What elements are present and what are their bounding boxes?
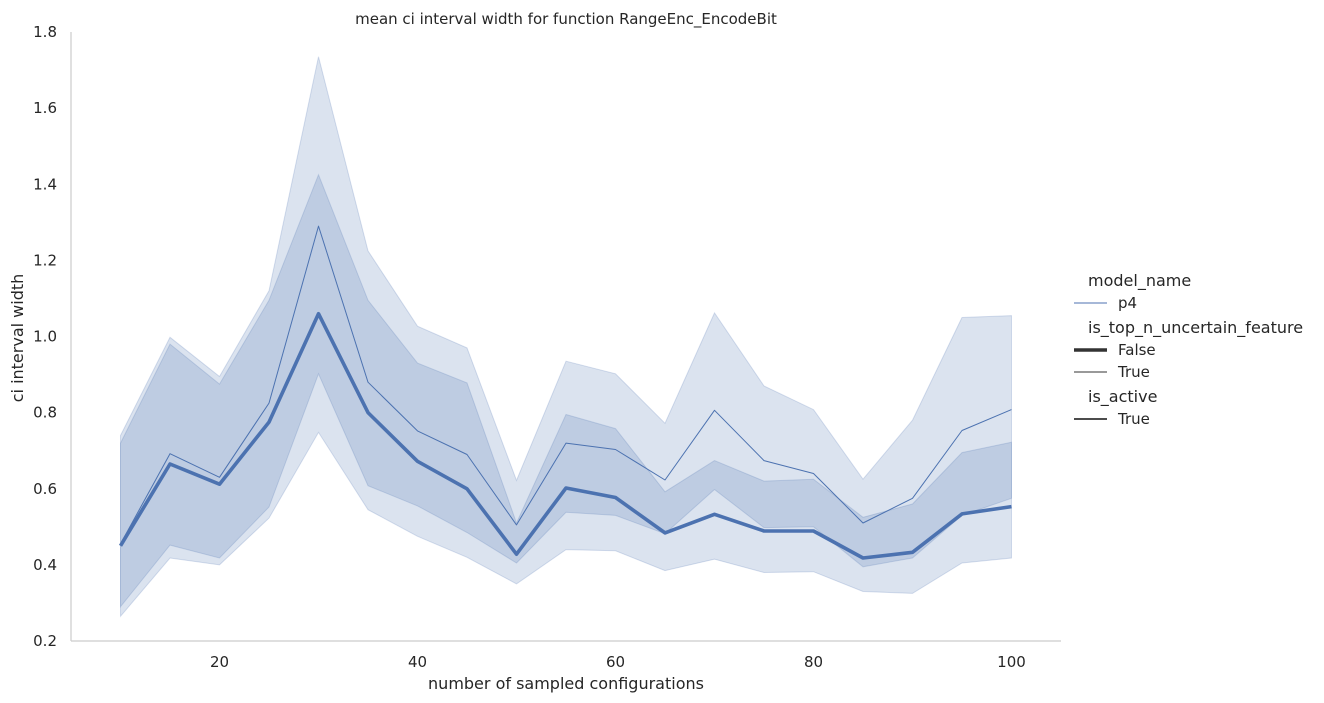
y-tick-label: 1.4 <box>33 175 57 193</box>
y-tick-label: 1.8 <box>33 23 57 41</box>
series-lines <box>118 225 1012 560</box>
series-line-false <box>118 311 1012 560</box>
x-tick-label: 60 <box>606 653 625 671</box>
legend-title: is_top_n_uncertain_feature <box>1088 318 1303 338</box>
legend-entry-label: False <box>1118 341 1156 359</box>
y-tick-label: 1.0 <box>33 328 57 346</box>
legend-entry-label: True <box>1117 363 1150 381</box>
legend-title: is_active <box>1088 387 1157 407</box>
x-tick-label: 20 <box>210 653 229 671</box>
ci-band-true <box>120 56 1012 618</box>
ci-band-false <box>120 173 1012 609</box>
series-line-true <box>120 225 1012 545</box>
y-tick-label: 1.6 <box>33 99 57 117</box>
legend-entry-label: True <box>1117 410 1150 428</box>
y-axis-label: ci interval width <box>8 274 27 403</box>
legend: model_name p4 is_top_n_uncertain_feature Fa… <box>1074 271 1303 428</box>
y-tick-label: 0.4 <box>33 556 57 574</box>
y-tick-label: 0.2 <box>33 632 57 650</box>
y-tick-label: 1.2 <box>33 251 57 269</box>
legend-title: model_name <box>1088 271 1191 291</box>
x-axis-label: number of sampled configurations <box>428 674 704 693</box>
x-tick-label: 100 <box>997 653 1026 671</box>
y-tick-labels: 0.2 0.4 0.6 0.8 1.0 1.2 1.4 1.6 1.8 <box>33 23 57 650</box>
x-tick-label: 40 <box>408 653 427 671</box>
ci-bands <box>120 56 1012 618</box>
y-tick-label: 0.6 <box>33 480 57 498</box>
chart-title: mean ci interval width for function Rang… <box>355 10 777 29</box>
x-tick-labels: 20 40 60 80 100 <box>210 653 1026 671</box>
x-tick-label: 80 <box>804 653 823 671</box>
legend-entry-label: p4 <box>1118 294 1137 312</box>
y-tick-label: 0.8 <box>33 404 57 422</box>
